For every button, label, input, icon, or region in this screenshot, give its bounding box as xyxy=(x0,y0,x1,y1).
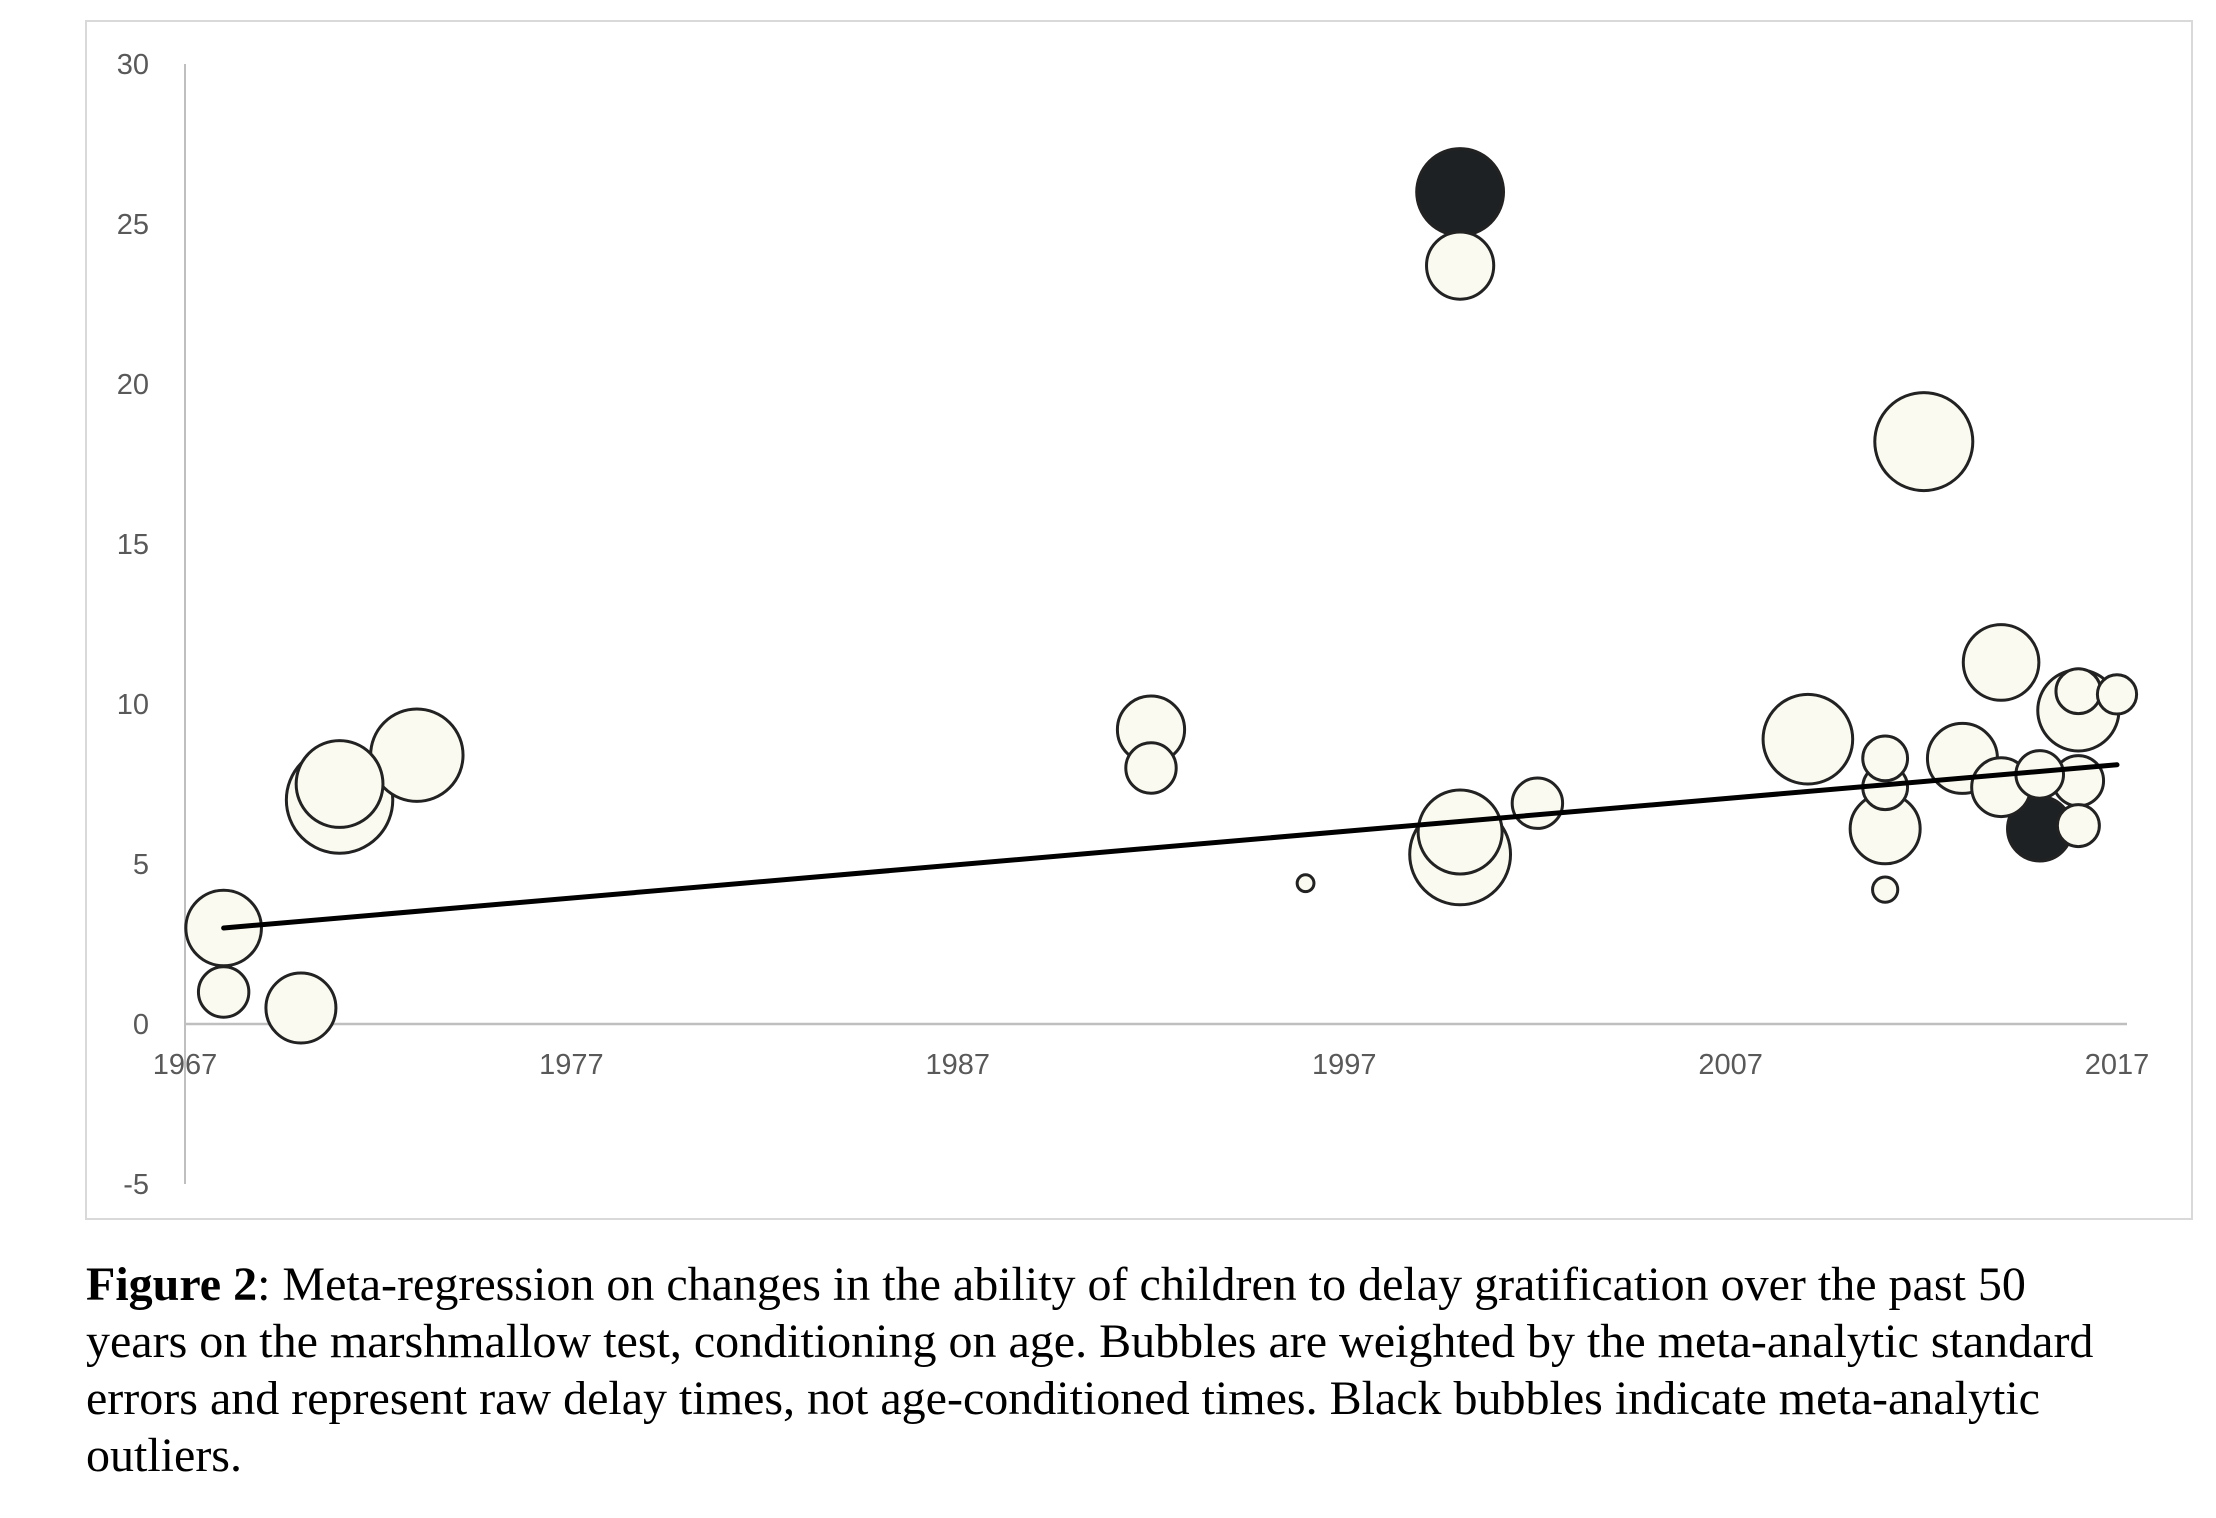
data-bubble xyxy=(2055,803,2101,849)
data-bubble xyxy=(1425,230,1496,301)
data-bubble xyxy=(1861,734,1910,783)
data-bubble xyxy=(1416,788,1504,876)
y-tick-label: 25 xyxy=(117,209,149,241)
chart-area: 30 25 20 15 10 5 0 -5 1967 1977 1987 1997 2007 2017 xyxy=(85,20,2193,1220)
data-bubble xyxy=(1871,875,1900,904)
data-bubble xyxy=(2095,673,2139,716)
x-tick-label: 1967 xyxy=(153,1049,218,1081)
y-tick-label: 0 xyxy=(133,1009,149,1041)
data-bubble xyxy=(196,965,251,1019)
data-bubble xyxy=(2054,667,2103,716)
y-tick-label: 20 xyxy=(117,369,149,401)
data-bubble xyxy=(1761,692,1855,786)
y-tick-label: 5 xyxy=(133,849,149,881)
outlier-bubble xyxy=(1415,147,1506,237)
regression-line xyxy=(221,762,2120,931)
caption-text: : Meta-regression on changes in the abil… xyxy=(86,1258,2094,1482)
data-bubble xyxy=(1510,776,1565,830)
x-tick-label: 1997 xyxy=(1312,1049,1377,1081)
data-bubble xyxy=(294,739,385,829)
x-tick-label: 2017 xyxy=(2085,1049,2150,1081)
data-bubble xyxy=(1295,873,1316,894)
data-bubble xyxy=(369,707,465,803)
data-bubble xyxy=(1961,623,2041,702)
x-tick-label: 1987 xyxy=(926,1049,991,1081)
y-tick-label: 10 xyxy=(117,689,149,721)
figure-caption: Figure 2: Meta-regression on changes in … xyxy=(86,1256,2096,1484)
data-bubble xyxy=(264,971,338,1045)
data-bubble xyxy=(1124,741,1178,795)
y-tick-label: -5 xyxy=(123,1169,149,1201)
y-tick-label: 15 xyxy=(117,529,149,561)
y-tick-label: 30 xyxy=(117,49,149,81)
caption-label: Figure 2 xyxy=(86,1258,258,1311)
x-tick-label: 2007 xyxy=(1698,1049,1763,1081)
data-bubble xyxy=(1873,391,1975,493)
x-tick-label: 1977 xyxy=(539,1049,604,1081)
bubble-chart: 30 25 20 15 10 5 0 -5 1967 1977 1987 1997 2007 2017 xyxy=(117,49,2150,1201)
